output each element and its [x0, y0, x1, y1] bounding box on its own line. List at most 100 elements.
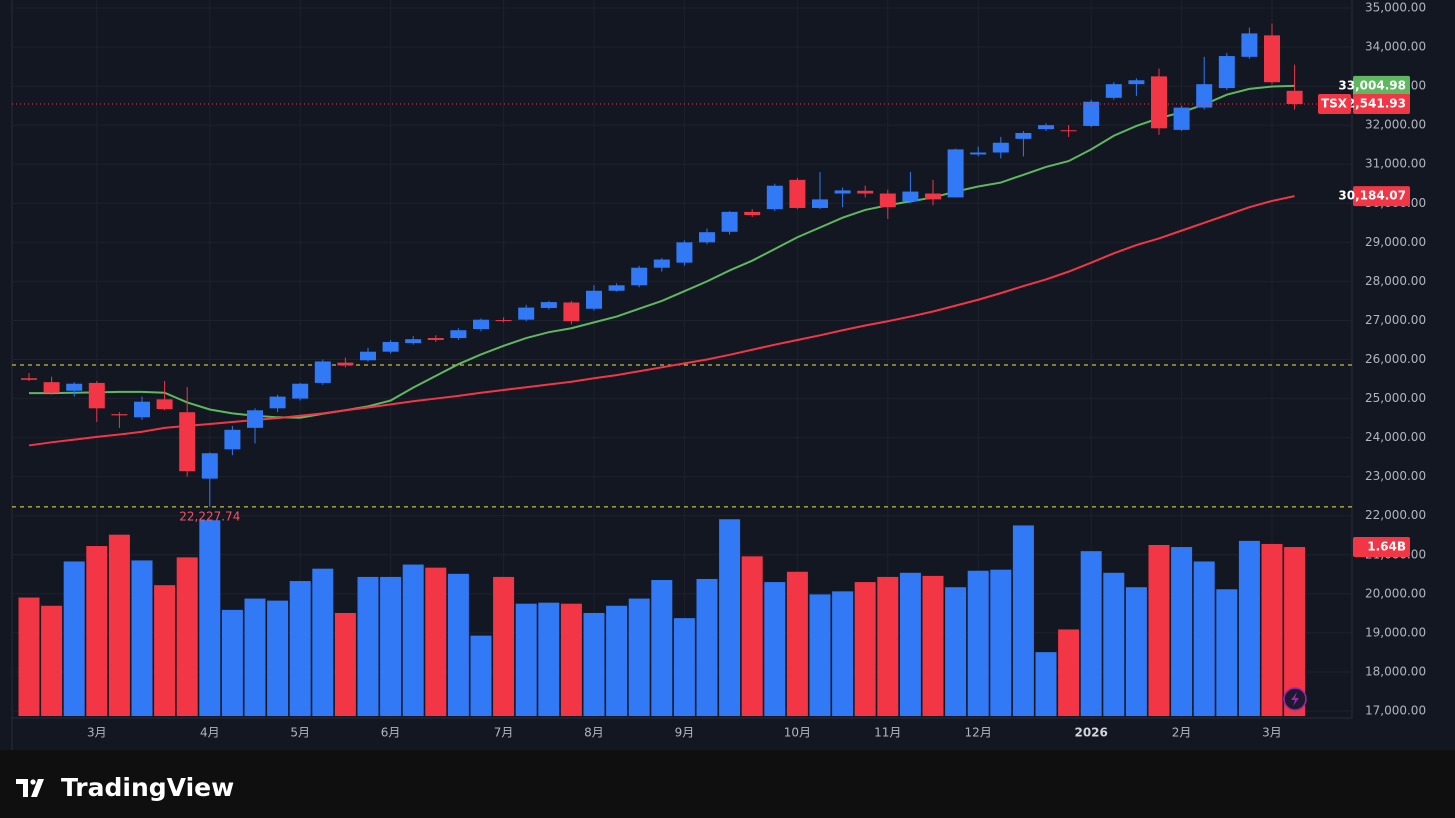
volume-bar [493, 576, 515, 716]
candle-body [879, 193, 896, 208]
volume-bar [967, 570, 989, 716]
volume-bar [1148, 544, 1170, 716]
candle-body [179, 412, 196, 472]
volume-bar [402, 564, 424, 716]
volume-bar [1238, 540, 1260, 716]
volume-bar [538, 602, 560, 716]
candle-body [676, 242, 693, 263]
x-tick-label: 6月 [381, 726, 401, 740]
price-tag-label: 33,004.98 [1338, 78, 1406, 92]
volume-bar [447, 573, 469, 716]
alert-button[interactable] [1283, 687, 1307, 711]
volume-bar [877, 576, 899, 716]
candle-body [812, 199, 828, 208]
volume-bar [1261, 543, 1283, 716]
candle-body [1038, 125, 1054, 130]
candle-body [563, 302, 580, 322]
volume-bar [628, 598, 650, 716]
volume-bar [832, 591, 854, 716]
volume-bar [154, 585, 176, 716]
candle-body [1218, 56, 1235, 89]
volume-bar [786, 571, 808, 716]
volume-bar [1012, 525, 1034, 716]
footer-background [0, 750, 1455, 818]
candle-body [1241, 33, 1258, 57]
candle-body [970, 152, 987, 155]
y-tick-label: 27,000.00 [1365, 313, 1426, 327]
y-tick-label: 24,000.00 [1365, 430, 1426, 444]
volume-bar [244, 598, 266, 716]
volume-bar [131, 560, 153, 716]
axis-layer: 17,000.0018,000.0019,000.0020,000.0021,0… [87, 1, 1426, 740]
symbol-label: TSX [1321, 97, 1348, 111]
candle-body [360, 351, 376, 361]
x-tick-label: 10月 [784, 726, 811, 740]
candle-body [88, 382, 105, 409]
candle-body [1173, 107, 1190, 130]
volume-bar [41, 605, 63, 716]
x-tick-label: 3月 [87, 726, 107, 740]
candle-body [427, 338, 444, 340]
y-tick-label: 25,000.00 [1365, 391, 1426, 405]
x-tick-label: 7月 [494, 726, 514, 740]
candle-body [1083, 101, 1100, 126]
volume-bar [696, 578, 718, 716]
volume-bar [922, 575, 944, 716]
candle-body [1128, 80, 1145, 85]
volume-bar [809, 594, 831, 716]
candle-body [653, 259, 670, 268]
volume-bar [425, 567, 447, 716]
candle-body [947, 149, 964, 198]
volume-bar [583, 612, 605, 716]
alert-bolt [1291, 692, 1299, 706]
volume-bar [289, 581, 311, 716]
candle-body [495, 320, 512, 322]
volume-bar [1193, 561, 1215, 716]
candle-body [21, 378, 37, 380]
candle-body [269, 396, 286, 409]
volume-bar [1058, 629, 1080, 716]
candle-body [789, 179, 806, 208]
volume-bar [1125, 587, 1147, 716]
candle-body [857, 190, 874, 194]
candle-body [925, 193, 941, 200]
candle-body [721, 211, 738, 232]
candle-body [1015, 132, 1032, 139]
candle-body [744, 211, 761, 216]
y-tick-label: 31,000.00 [1365, 157, 1426, 171]
candle-body [156, 399, 173, 410]
candle-body [518, 307, 535, 320]
candle-body [247, 410, 263, 428]
candle-body [1196, 84, 1213, 108]
y-tick-label: 26,000.00 [1365, 352, 1426, 366]
volume-layer [18, 519, 1306, 716]
volume-bar [741, 556, 763, 716]
volume-bar [108, 534, 130, 716]
y-tick-label: 35,000.00 [1365, 1, 1426, 15]
price-tag [1353, 94, 1410, 115]
volume-bar [176, 557, 198, 716]
volume-bar [1171, 547, 1193, 716]
candle-body [66, 383, 83, 391]
y-tick-label: 32,000.00 [1365, 118, 1426, 132]
tradingview-logo[interactable]: TradingView [16, 773, 234, 802]
candle-body [473, 319, 489, 330]
candle-body [111, 414, 128, 416]
candle-body [586, 290, 602, 309]
y-tick-label: 28,000.00 [1365, 274, 1426, 288]
y-tick-label: 23,000.00 [1365, 469, 1426, 483]
x-tick-label: 5月 [290, 726, 310, 740]
volume-bar [673, 618, 695, 716]
logo-icon [16, 779, 44, 797]
volume-bar [312, 568, 334, 716]
candle-body [608, 285, 625, 291]
candle-body [405, 339, 422, 344]
candle-body [224, 429, 241, 450]
volume-bar [990, 569, 1012, 716]
volume-bar [854, 582, 876, 716]
y-tick-label: 34,000.00 [1365, 40, 1426, 54]
volume-bar [1216, 589, 1238, 716]
low-label: 22,227.74 [179, 509, 240, 523]
candle-body [314, 361, 331, 383]
